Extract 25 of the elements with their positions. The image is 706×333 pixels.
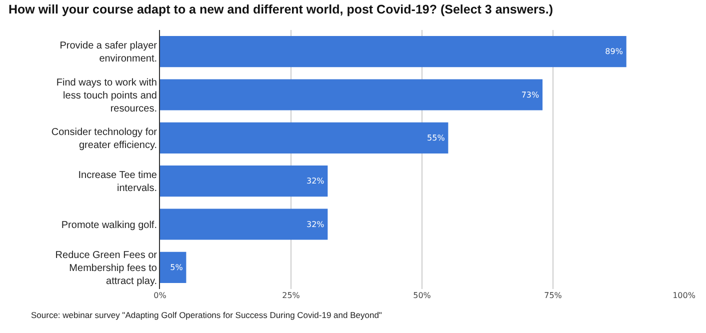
bar [160,208,328,240]
bar [160,36,626,68]
y-tick-label: Increase Tee time intervals. [78,170,158,194]
y-tick-label: Provide a safer player environment. [60,40,158,65]
data-label: 5% [170,262,184,272]
data-label: 32% [306,176,325,186]
chart-title: How will your course adapt to a new and different world, post Covid-19? (Select 3 answers.) [8,2,554,17]
bar [160,79,543,110]
bar [160,166,328,197]
y-tick-label: Find ways to work with less touch points and resources. [56,77,157,114]
x-tick-label: 100% [672,291,696,300]
x-tick-label: 50% [413,291,432,300]
data-label: 73% [521,90,540,100]
x-tick-label: 75% [544,291,562,300]
data-label: 32% [306,220,325,229]
y-tick-label: Consider technology for greater efficiency. [51,126,158,151]
data-label: 55% [427,133,446,142]
data-label: 89% [605,47,624,56]
bar [160,252,186,283]
bar [160,122,448,154]
x-tick-label: 0% [154,291,167,300]
x-tick-label: 25% [282,291,300,300]
y-tick-label: Reduce Green Fees or Membership fees to attract play. [55,250,158,287]
y-tick-label: Promote walking golf. [61,220,157,231]
source-note: Source: webinar survey "Adapting Golf Operations for Success During Covid-19 and Beyond" [31,310,382,320]
